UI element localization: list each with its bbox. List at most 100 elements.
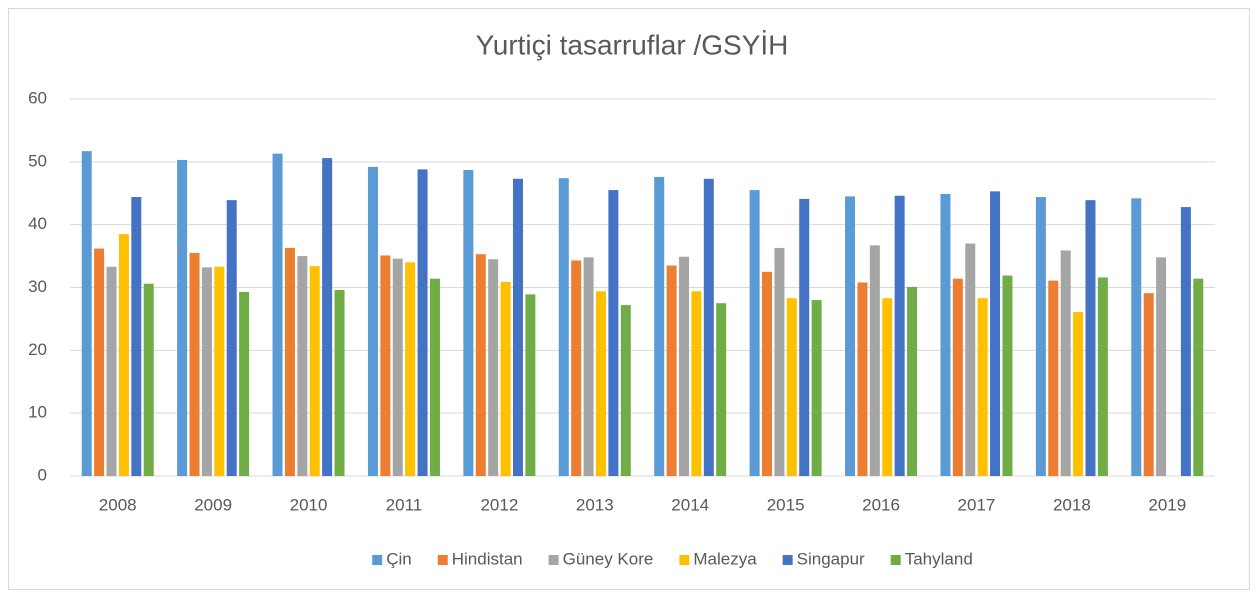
bar [1156, 257, 1167, 476]
y-tick-label: 10 [28, 403, 47, 422]
bar [952, 278, 963, 476]
bar [799, 198, 810, 476]
bar [716, 303, 727, 476]
x-tick-label: 2008 [99, 495, 137, 514]
bar [309, 266, 320, 476]
bar [811, 300, 822, 476]
bar [284, 247, 295, 476]
legend-swatch [548, 555, 559, 565]
bar [214, 266, 225, 476]
bar [177, 159, 188, 476]
bar [322, 158, 333, 476]
bar [525, 294, 536, 476]
bar [654, 176, 665, 476]
legend-swatch [679, 555, 690, 565]
bar [81, 151, 92, 476]
bar [1143, 293, 1154, 476]
bar [749, 190, 760, 476]
x-tick-label: 2019 [1148, 495, 1186, 514]
bar [131, 197, 142, 476]
bar [965, 243, 976, 476]
bar [1048, 280, 1059, 476]
bar [1035, 197, 1046, 476]
legend-swatch [437, 555, 448, 565]
bar [1180, 207, 1191, 476]
bar [1131, 198, 1142, 476]
bar [475, 254, 486, 476]
bar [1002, 275, 1013, 476]
y-tick-label: 40 [28, 214, 47, 233]
bar [118, 234, 129, 476]
bar [1097, 277, 1108, 476]
bar [201, 267, 212, 476]
legend-swatch [782, 555, 793, 565]
legend-swatch [372, 555, 383, 565]
bar [189, 252, 200, 476]
chart-title: Yurtiçi tasarruflar /GSYİH [476, 29, 789, 60]
bar [571, 260, 582, 476]
bar [94, 248, 105, 476]
legend-label: Çin [386, 549, 412, 568]
bar [774, 247, 785, 476]
bar [417, 169, 428, 476]
bar [608, 190, 619, 476]
bar [894, 195, 905, 476]
y-tick-label: 60 [28, 88, 47, 107]
bar [882, 298, 893, 476]
bar [1073, 312, 1084, 476]
y-tick-label: 20 [28, 340, 47, 359]
bar [703, 178, 714, 476]
bar [380, 255, 391, 476]
y-tick-label: 30 [28, 277, 47, 296]
bar [907, 286, 918, 476]
bar [1060, 250, 1071, 476]
x-tick-label: 2011 [386, 495, 423, 514]
bar [857, 282, 868, 476]
legend-label: Hindistan [452, 549, 523, 568]
bar [620, 305, 631, 476]
bar [239, 291, 250, 476]
bar [583, 257, 594, 476]
bar [940, 193, 951, 476]
bar [367, 166, 378, 477]
x-tick-label: 2015 [767, 495, 805, 514]
x-tick-label: 2018 [1053, 495, 1091, 514]
bar [143, 283, 154, 476]
bar [272, 153, 283, 477]
x-tick-label: 2016 [862, 495, 900, 514]
bar [595, 291, 606, 476]
bar [845, 196, 856, 476]
bar [405, 262, 416, 476]
bar [226, 200, 237, 476]
y-tick-label: 0 [38, 465, 47, 484]
x-tick-label: 2010 [290, 495, 328, 514]
bar [334, 290, 345, 476]
legend-label: Tahyland [905, 549, 973, 568]
bar [488, 259, 499, 476]
x-tick-label: 2012 [480, 495, 518, 514]
bar [990, 191, 1001, 477]
bar [500, 281, 511, 476]
x-tick-label: 2014 [671, 495, 709, 514]
bar [977, 298, 988, 476]
bar [297, 256, 308, 476]
legend-swatch [890, 555, 901, 565]
x-tick-label: 2017 [958, 495, 996, 514]
x-tick-label: 2013 [576, 495, 614, 514]
bar [869, 245, 880, 476]
bar [1085, 200, 1096, 476]
bar [392, 258, 403, 476]
legend-label: Malezya [693, 549, 757, 568]
x-tick-label: 2009 [194, 495, 232, 514]
bar [512, 178, 523, 476]
bar [558, 178, 569, 477]
bar [679, 256, 690, 476]
bar [106, 266, 117, 476]
bar [762, 271, 773, 476]
bar [691, 291, 702, 476]
bar [429, 278, 440, 476]
y-tick-label: 50 [28, 151, 47, 170]
bar [666, 265, 677, 476]
bar [1193, 278, 1204, 476]
